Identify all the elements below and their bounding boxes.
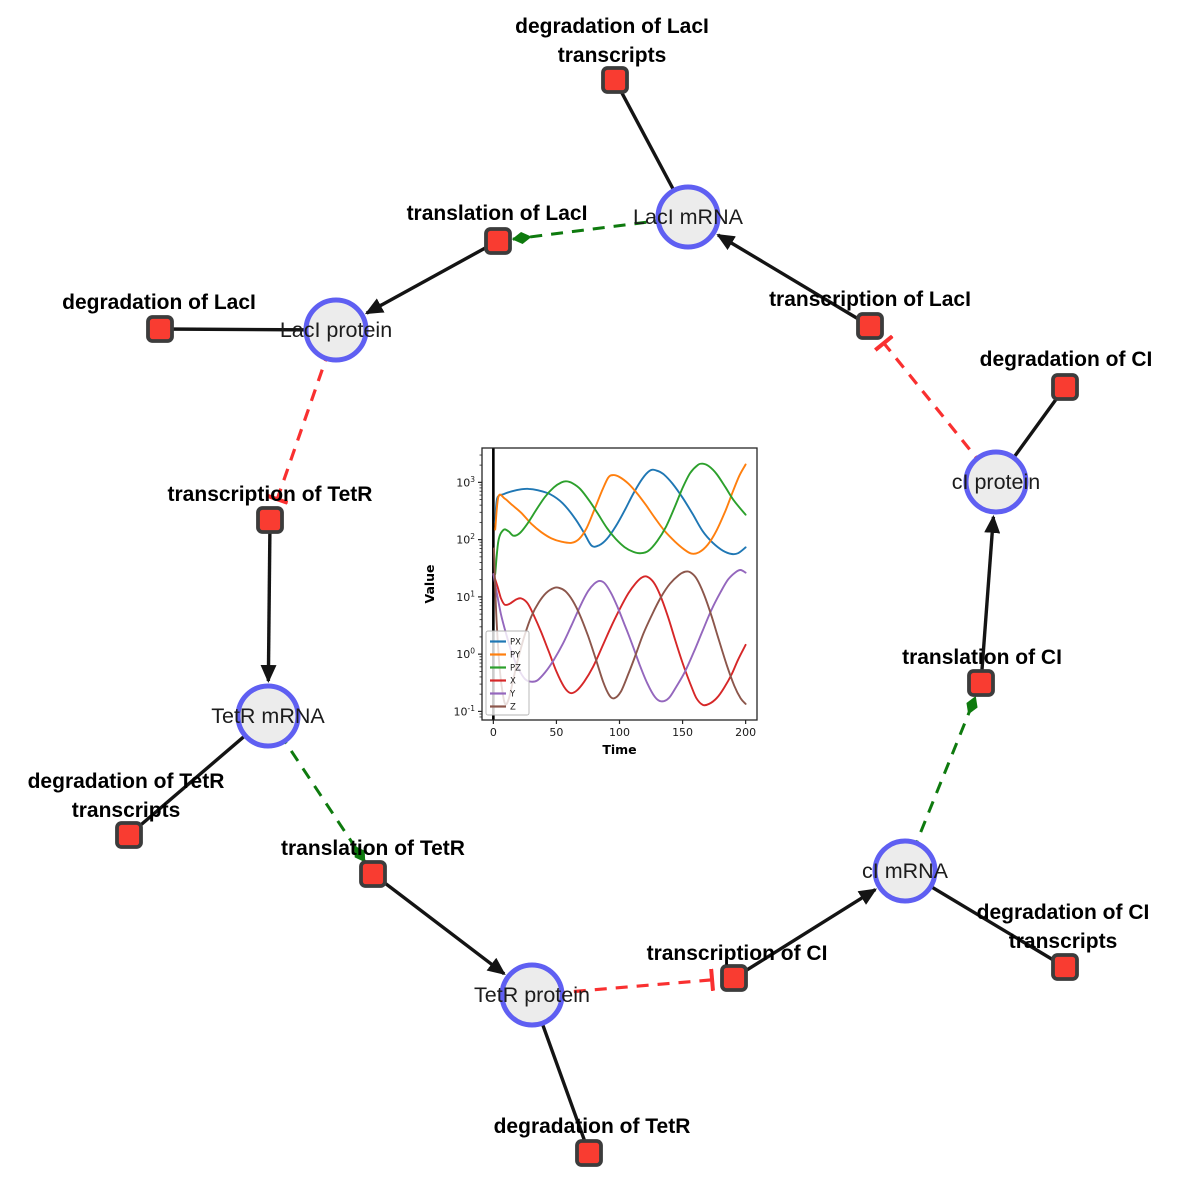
species-label-laci-mrna: LacI mRNA <box>633 205 744 229</box>
reaction-label-deg-laci: degradation of LacI <box>62 291 256 314</box>
x-tick-label: 0 <box>490 726 497 739</box>
chart-legend: PX PY PZ XYZ <box>485 630 530 716</box>
y-tick-label: 103 <box>456 475 475 490</box>
series-line-PX <box>494 468 747 556</box>
reaction-node-deg-ci[interactable] <box>1051 373 1079 401</box>
legend-label-X: X <box>510 677 516 687</box>
edge-arrow-transcription-ci-to-ci-mrna <box>733 888 878 980</box>
series-line-X <box>492 573 747 707</box>
legend-label-PZ: PZ <box>510 664 521 674</box>
reaction-label-transcription-laci: transcription of LacI <box>769 288 971 311</box>
edge-arrow-translation-tetr-to-tetr-protein <box>371 872 506 976</box>
reaction-node-deg-laci-transcripts[interactable] <box>601 66 629 94</box>
edge-arrow-transcription-tetr-to-tetr-mrna <box>260 519 277 684</box>
node-layer <box>115 66 1079 1167</box>
reaction-node-transcription-ci[interactable] <box>720 964 748 992</box>
y-axis-ticks: 10-1 100 101 102 103 <box>454 454 482 719</box>
x-axis-ticks: 0 50 100 150 200 <box>490 720 756 739</box>
species-node-ci-mrna[interactable] <box>872 838 938 904</box>
species-label-laci-protein: LacI protein <box>280 318 392 342</box>
species-label-ci-protein: cI protein <box>952 470 1040 494</box>
edge-arrow-translation-ci-to-ci-protein <box>979 514 1001 684</box>
series-line-PY <box>494 463 747 555</box>
species-node-ci-protein[interactable] <box>963 449 1029 515</box>
series-line-PZ <box>494 462 747 576</box>
reaction-label-deg-laci-transcripts-line1: degradation of LacI <box>515 15 709 38</box>
reaction-label-deg-ci-transcripts-line2: transcripts <box>1009 930 1118 953</box>
reaction-node-deg-tetr[interactable] <box>575 1139 603 1167</box>
edge-arrow-transcription-laci-to-laci-mrna <box>716 233 871 328</box>
reaction-node-transcription-laci[interactable] <box>856 312 884 340</box>
legend-label-Z: Z <box>510 703 516 713</box>
reaction-label-deg-tetr: degradation of TetR <box>494 1115 691 1138</box>
species-node-laci-protein[interactable] <box>303 297 369 363</box>
reaction-label-transcription-tetr: transcription of TetR <box>168 483 373 506</box>
label-layer: LacI mRNA LacI protein cI protein TetR mRNA… <box>28 15 1153 1138</box>
y-tick-label: 101 <box>456 589 475 604</box>
reaction-label-translation-tetr: translation of TetR <box>281 837 465 860</box>
reaction-label-translation-laci: translation of LacI <box>407 202 588 225</box>
reaction-label-deg-tetr-transcripts-line1: degradation of TetR <box>28 770 225 793</box>
y-tick-label: 102 <box>456 532 475 547</box>
reaction-node-translation-laci[interactable] <box>484 227 512 255</box>
reaction-label-deg-ci-transcripts-line1: degradation of CI <box>977 901 1150 924</box>
x-tick-label: 150 <box>672 726 693 739</box>
legend-label-PX: PX <box>510 638 521 648</box>
species-label-tetr-protein: TetR protein <box>474 983 590 1007</box>
reaction-label-deg-ci: degradation of CI <box>980 348 1153 371</box>
reaction-node-translation-tetr[interactable] <box>359 860 387 888</box>
reaction-node-translation-ci[interactable] <box>967 669 995 697</box>
x-tick-label: 50 <box>549 726 563 739</box>
reaction-label-translation-ci: translation of CI <box>902 646 1062 669</box>
chart-xlabel: Time <box>602 742 636 757</box>
reaction-label-deg-tetr-transcripts-line2: transcripts <box>72 799 181 822</box>
reaction-node-deg-ci-transcripts[interactable] <box>1051 953 1079 981</box>
y-tick-label: 100 <box>456 647 475 662</box>
chart-ylabel: Value <box>422 564 437 603</box>
reaction-label-transcription-ci: transcription of CI <box>647 942 828 965</box>
chart-series-layer <box>492 462 747 707</box>
legend-label-PY: PY <box>510 651 521 661</box>
x-tick-label: 100 <box>609 726 630 739</box>
reaction-node-transcription-tetr[interactable] <box>256 506 284 534</box>
y-tick-label: 10-1 <box>454 704 476 719</box>
legend-label-Y: Y <box>509 690 516 700</box>
timecourse-chart: 0 50 100 150 20010-1100101102103TimeValuePXP… <box>422 447 758 757</box>
reaction-label-deg-laci-transcripts-line2: transcripts <box>558 44 667 67</box>
species-node-laci-mrna[interactable] <box>655 184 721 250</box>
reaction-node-deg-tetr-transcripts[interactable] <box>115 821 143 849</box>
species-node-tetr-protein[interactable] <box>499 962 565 1028</box>
edge-arrow-translation-laci-to-laci-protein <box>364 239 499 315</box>
species-label-ci-mrna: cI mRNA <box>862 859 949 883</box>
species-node-tetr-mrna[interactable] <box>235 683 301 749</box>
timecourse-chart-panel: 0 50 100 150 200 10-1 100 101 102 103 Time Value PX P… <box>420 428 776 778</box>
x-tick-label: 200 <box>735 726 756 739</box>
species-label-tetr-mrna: TetR mRNA <box>211 704 325 728</box>
legend-box <box>485 630 530 716</box>
reaction-node-deg-laci[interactable] <box>146 315 174 343</box>
